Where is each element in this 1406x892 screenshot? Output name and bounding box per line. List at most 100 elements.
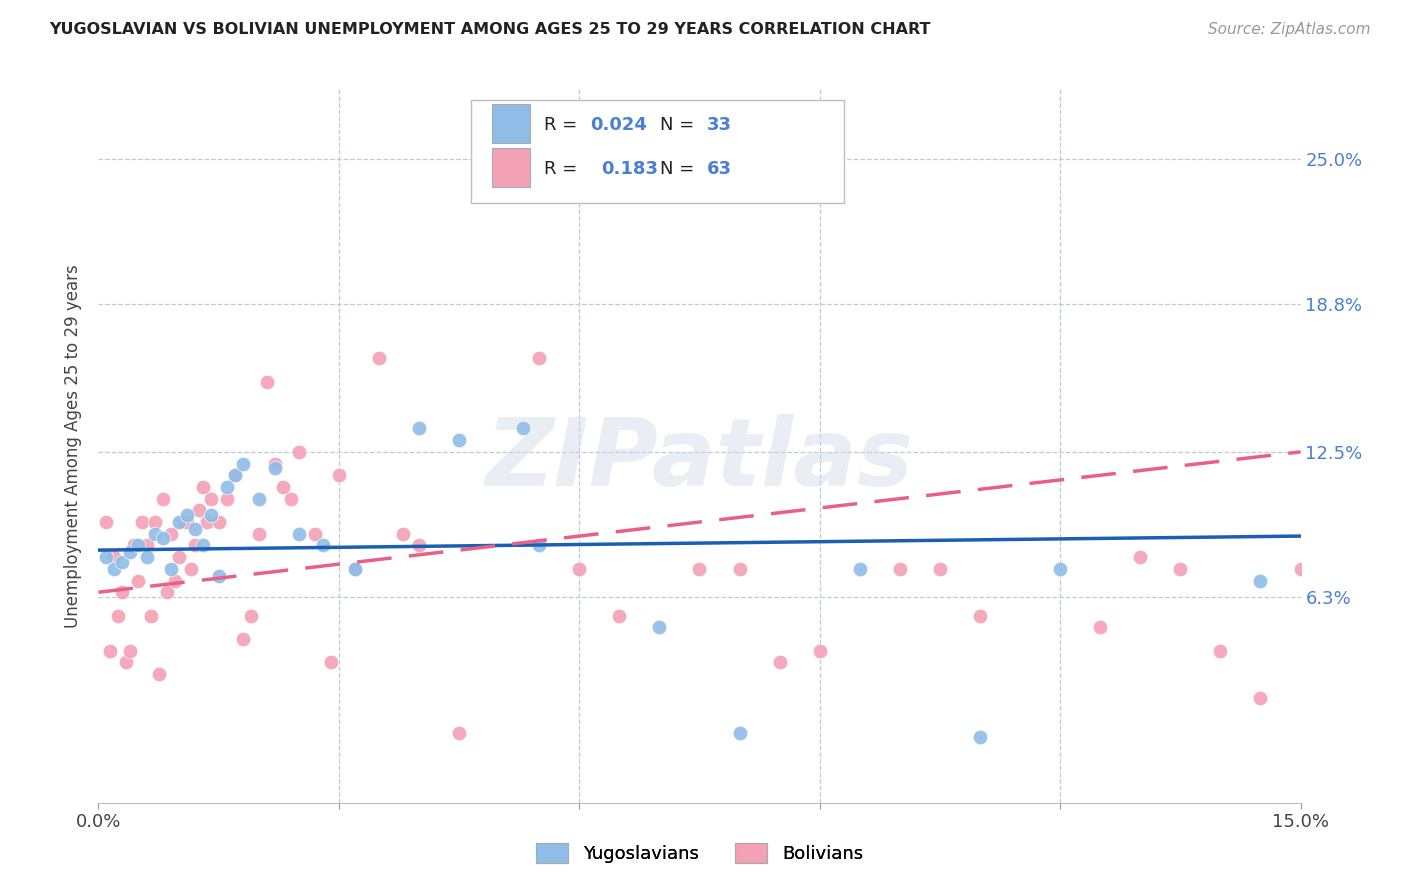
- Point: [120, 545, 142, 559]
- Point: [447, 725, 470, 739]
- Point: [232, 457, 254, 471]
- Point: [849, 562, 872, 576]
- Point: [1289, 562, 1312, 576]
- Point: [120, 644, 142, 658]
- Point: [143, 515, 166, 529]
- Y-axis label: Unemployment Among Ages 25 to 29 years: Unemployment Among Ages 25 to 29 years: [65, 264, 83, 628]
- Point: [1209, 644, 1232, 658]
- Point: [1250, 574, 1272, 588]
- Text: 0.183: 0.183: [600, 161, 658, 178]
- Point: [929, 562, 952, 576]
- Bar: [492, 103, 530, 143]
- Point: [271, 480, 294, 494]
- Point: [280, 491, 302, 506]
- Text: YUGOSLAVIAN VS BOLIVIAN UNEMPLOYMENT AMONG AGES 25 TO 29 YEARS CORRELATION CHART: YUGOSLAVIAN VS BOLIVIAN UNEMPLOYMENT AMO…: [49, 22, 931, 37]
- Point: [368, 351, 391, 366]
- Text: R =: R =: [544, 161, 589, 178]
- Point: [183, 522, 205, 536]
- Text: 63: 63: [707, 161, 731, 178]
- Text: 0.024: 0.024: [591, 116, 647, 134]
- Point: [148, 667, 170, 681]
- Point: [191, 538, 214, 552]
- Point: [343, 562, 366, 576]
- Text: N =: N =: [659, 161, 700, 178]
- Point: [215, 491, 238, 506]
- Point: [609, 608, 631, 623]
- Point: [187, 503, 209, 517]
- Point: [224, 468, 246, 483]
- Point: [224, 468, 246, 483]
- Text: Source: ZipAtlas.com: Source: ZipAtlas.com: [1208, 22, 1371, 37]
- Point: [728, 562, 751, 576]
- Point: [107, 608, 129, 623]
- Point: [256, 375, 278, 389]
- Point: [689, 562, 711, 576]
- Point: [232, 632, 254, 646]
- Point: [808, 644, 831, 658]
- Point: [288, 445, 311, 459]
- Point: [319, 656, 342, 670]
- Point: [343, 562, 366, 576]
- FancyBboxPatch shape: [471, 100, 844, 203]
- Point: [969, 608, 991, 623]
- Point: [304, 526, 326, 541]
- Point: [408, 421, 430, 435]
- Point: [159, 526, 181, 541]
- Point: [288, 526, 311, 541]
- Point: [263, 461, 285, 475]
- Point: [200, 508, 222, 522]
- Point: [96, 550, 118, 565]
- Point: [128, 574, 150, 588]
- Point: [191, 480, 214, 494]
- Point: [128, 538, 150, 552]
- Point: [195, 515, 218, 529]
- Point: [143, 526, 166, 541]
- Point: [183, 538, 205, 552]
- Point: [167, 515, 190, 529]
- Text: 33: 33: [707, 116, 731, 134]
- Point: [568, 562, 591, 576]
- Point: [215, 480, 238, 494]
- Point: [1250, 690, 1272, 705]
- Point: [100, 644, 122, 658]
- Point: [111, 585, 134, 599]
- Text: R =: R =: [544, 116, 583, 134]
- Point: [103, 550, 125, 565]
- Point: [115, 656, 138, 670]
- Bar: [492, 148, 530, 187]
- Point: [1170, 562, 1192, 576]
- Point: [247, 526, 270, 541]
- Point: [208, 569, 231, 583]
- Point: [131, 515, 153, 529]
- Point: [312, 538, 335, 552]
- Point: [239, 608, 262, 623]
- Point: [172, 515, 194, 529]
- Point: [163, 574, 186, 588]
- Text: N =: N =: [659, 116, 700, 134]
- Legend: Yugoslavians, Bolivians: Yugoslavians, Bolivians: [527, 834, 872, 872]
- Point: [167, 550, 190, 565]
- Point: [488, 187, 510, 202]
- Point: [180, 562, 202, 576]
- Point: [512, 421, 534, 435]
- Point: [1129, 550, 1152, 565]
- Point: [408, 538, 430, 552]
- Point: [247, 491, 270, 506]
- Point: [135, 538, 157, 552]
- Point: [139, 608, 162, 623]
- Point: [328, 468, 350, 483]
- Point: [200, 491, 222, 506]
- Point: [176, 508, 198, 522]
- Point: [124, 538, 146, 552]
- Point: [159, 562, 181, 576]
- Point: [96, 515, 118, 529]
- Point: [969, 731, 991, 745]
- Point: [529, 351, 551, 366]
- Point: [103, 562, 125, 576]
- Point: [1088, 620, 1111, 634]
- Point: [152, 491, 174, 506]
- Point: [208, 515, 231, 529]
- Point: [135, 550, 157, 565]
- Point: [155, 585, 177, 599]
- Point: [152, 532, 174, 546]
